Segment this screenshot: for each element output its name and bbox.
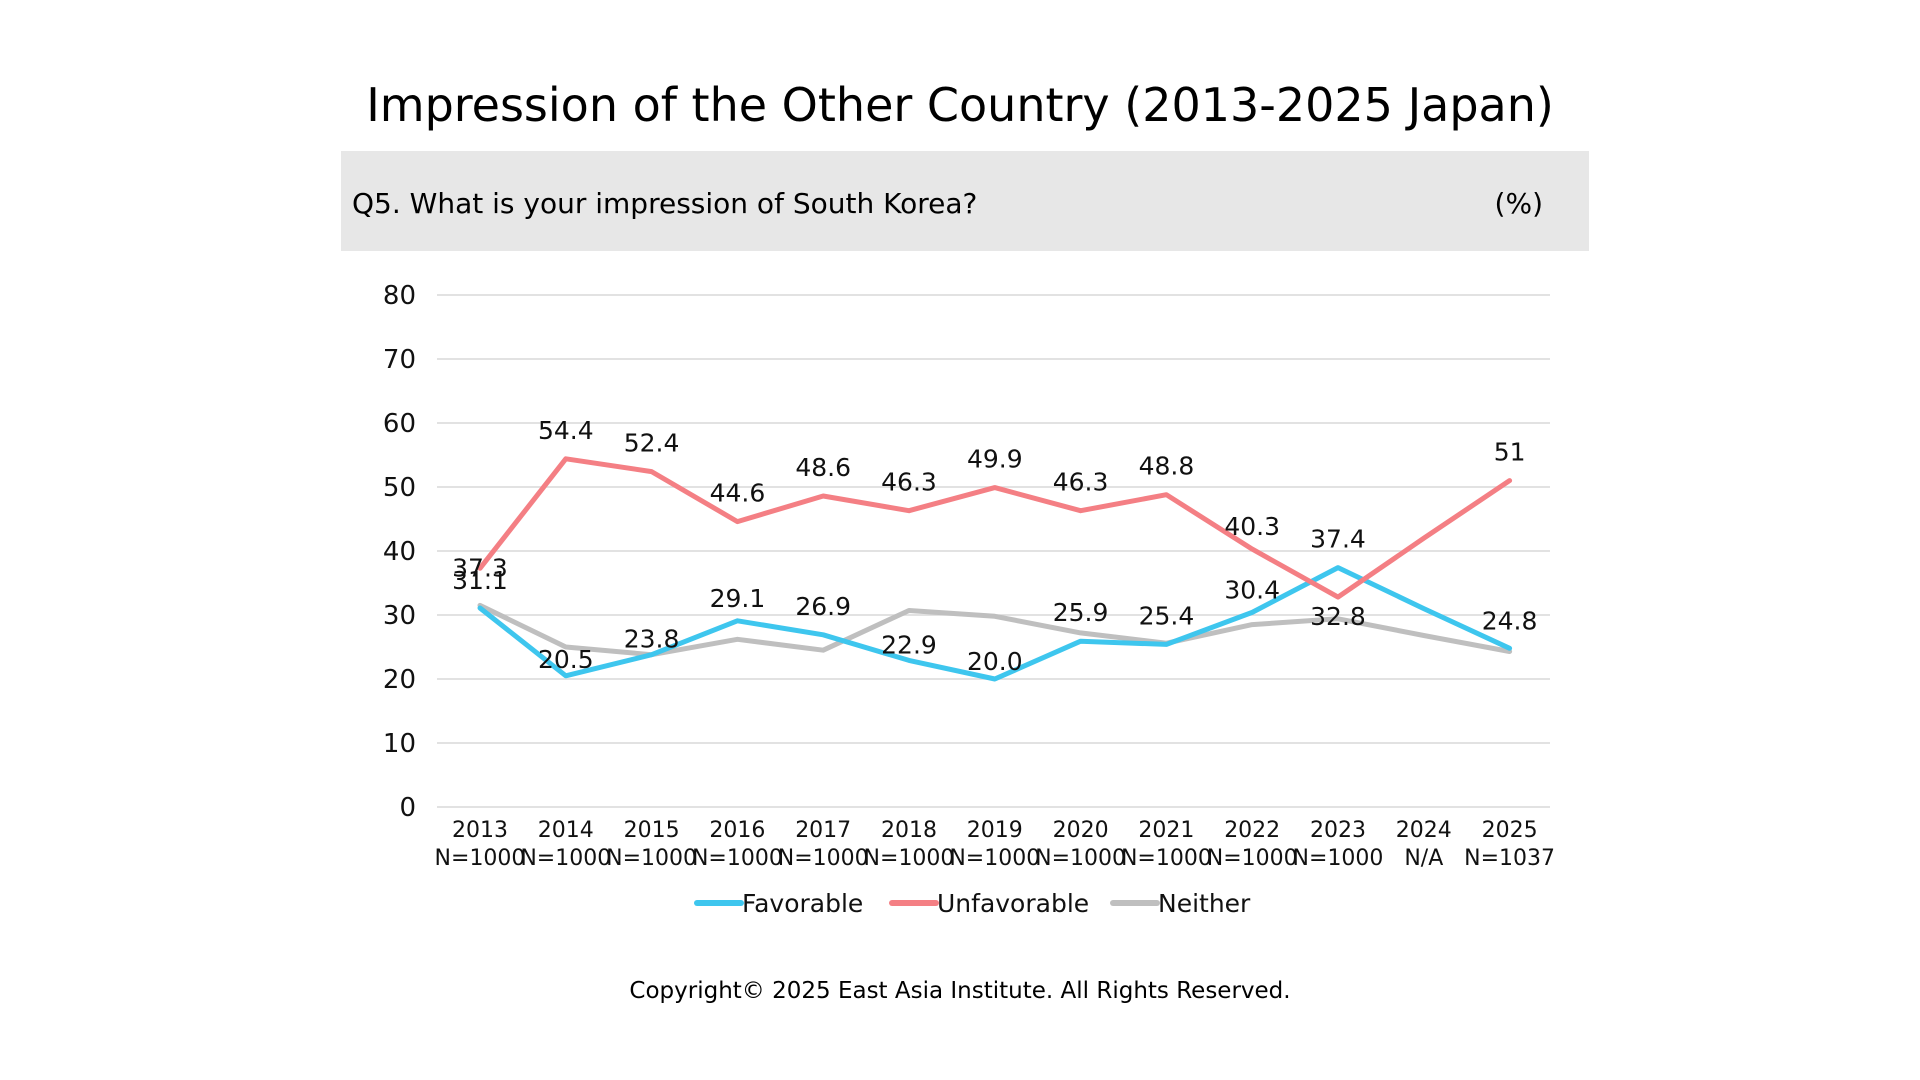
data-label-unfavorable: 54.4 — [538, 416, 594, 445]
x-tick-year: 2023 — [1310, 818, 1366, 843]
x-tick-sample-size: N=1000 — [778, 846, 869, 871]
y-axis-ticks: 0 10 20 30 40 50 60 70 80 — [383, 281, 416, 823]
x-tick-year: 2015 — [624, 818, 680, 843]
x-tick-year: 2016 — [709, 818, 765, 843]
data-label-favorable: 22.9 — [881, 630, 937, 659]
data-label-favorable: 23.8 — [624, 625, 680, 654]
data-label-unfavorable: 52.4 — [624, 429, 680, 458]
legend-label-neither: Neither — [1158, 889, 1251, 918]
x-tick-sample-size: N=1000 — [1207, 846, 1298, 871]
y-tick-label: 50 — [383, 473, 416, 503]
unit-label: (%) — [1494, 187, 1543, 220]
legend-label-favorable: Favorable — [742, 889, 863, 918]
y-tick-label: 80 — [383, 281, 416, 311]
y-tick-label: 60 — [383, 409, 416, 439]
data-label-favorable: 24.8 — [1482, 606, 1538, 635]
data-label-unfavorable: 48.6 — [795, 453, 851, 482]
x-tick-year: 2019 — [967, 818, 1023, 843]
data-label-favorable: 31.1 — [452, 566, 508, 595]
data-labels: 31.1 20.5 23.8 29.1 26.9 22.9 20.0 25.9 25.4 30.4… — [452, 416, 1537, 676]
y-tick-label: 10 — [383, 729, 416, 759]
x-tick-sample-size: N=1037 — [1464, 846, 1555, 871]
data-label-unfavorable: 46.3 — [1053, 468, 1109, 497]
x-tick-sample-size: N=1000 — [435, 846, 526, 871]
series-line-favorable — [477, 565, 1513, 682]
legend-label-unfavorable: Unfavorable — [937, 889, 1089, 918]
data-label-favorable: 20.5 — [538, 645, 594, 674]
series-line-unfavorable — [477, 456, 1513, 600]
x-tick-year: 2014 — [538, 818, 594, 843]
x-axis-ticks: 2013 N=1000 2014 N=1000 2015 N=1000 2016 N=1000… — [435, 818, 1555, 871]
data-label-unfavorable: 44.6 — [710, 479, 766, 508]
question-text: Q5. What is your impression of South Kor… — [352, 187, 978, 220]
data-label-unfavorable: 46.3 — [881, 468, 937, 497]
x-tick-sample-size: N=1000 — [1035, 846, 1126, 871]
data-label-favorable: 37.4 — [1310, 525, 1366, 554]
x-tick-year: 2021 — [1138, 818, 1194, 843]
x-tick-year: 2018 — [881, 818, 937, 843]
x-tick-sample-size: N=1000 — [1293, 846, 1384, 871]
y-tick-label: 40 — [383, 537, 416, 567]
x-tick-sample-size: N=1000 — [520, 846, 611, 871]
series-lines — [477, 456, 1513, 682]
data-label-favorable: 25.9 — [1053, 598, 1109, 627]
x-tick-year: 2017 — [795, 818, 851, 843]
x-tick-sample-size: N=1000 — [692, 846, 783, 871]
copyright-notice: Copyright© 2025 East Asia Institute. All… — [629, 978, 1291, 1004]
grid-lines — [437, 294, 1550, 808]
x-tick-sample-size: N=1000 — [949, 846, 1040, 871]
y-tick-label: 30 — [383, 601, 416, 631]
x-tick-sample-size: N/A — [1404, 846, 1443, 871]
data-label-unfavorable: 48.8 — [1139, 452, 1195, 481]
x-tick-year: 2025 — [1482, 818, 1538, 843]
x-tick-year: 2020 — [1053, 818, 1109, 843]
x-tick-sample-size: N=1000 — [606, 846, 697, 871]
x-tick-sample-size: N=1000 — [864, 846, 955, 871]
y-tick-label: 70 — [383, 345, 416, 375]
x-tick-year: 2022 — [1224, 818, 1280, 843]
data-label-favorable: 20.0 — [967, 647, 1023, 676]
legend: Favorable Unfavorable Neither — [694, 889, 1251, 918]
question-bar: Q5. What is your impression of South Kor… — [341, 151, 1589, 251]
data-label-unfavorable: 32.8 — [1310, 602, 1366, 631]
x-tick-year: 2013 — [452, 818, 508, 843]
data-label-unfavorable: 51 — [1494, 438, 1526, 467]
data-label-favorable: 25.4 — [1139, 601, 1195, 630]
x-tick-sample-size: N=1000 — [1121, 846, 1212, 871]
data-label-favorable: 26.9 — [795, 592, 851, 621]
x-tick-year: 2024 — [1396, 818, 1452, 843]
data-label-favorable: 29.1 — [710, 584, 766, 613]
y-tick-label: 20 — [383, 665, 416, 695]
y-tick-label: 0 — [399, 793, 416, 823]
data-label-favorable: 30.4 — [1224, 575, 1280, 604]
data-label-unfavorable: 40.3 — [1224, 512, 1280, 541]
data-label-unfavorable: 49.9 — [967, 445, 1023, 474]
page-title: Impression of the Other Country (2013-20… — [366, 78, 1554, 132]
data-label-unfavorable: 37.3 — [452, 553, 508, 582]
